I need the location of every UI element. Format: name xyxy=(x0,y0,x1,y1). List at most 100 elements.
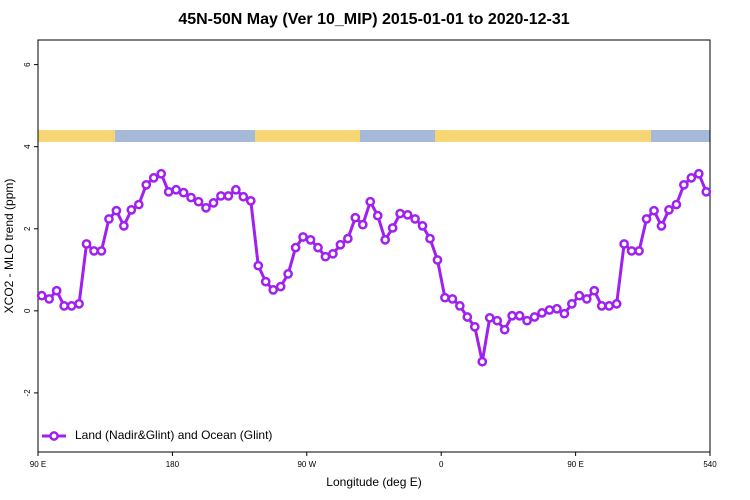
data-point xyxy=(133,199,144,210)
data-point xyxy=(380,234,391,245)
y-tick-label: 6 xyxy=(23,62,32,67)
x-tick-label: 90 E xyxy=(567,460,583,469)
land-band xyxy=(38,130,115,142)
data-point xyxy=(611,299,622,309)
data-point xyxy=(357,219,368,230)
land-ocean-strip xyxy=(38,130,710,142)
data-point xyxy=(141,180,152,190)
data-point xyxy=(619,239,629,249)
data-point xyxy=(559,308,570,319)
data-point xyxy=(119,221,129,231)
data-point xyxy=(74,299,84,309)
data-point xyxy=(679,180,689,190)
data-point xyxy=(193,196,204,207)
data-point xyxy=(440,292,450,303)
data-point xyxy=(425,233,435,244)
data-point xyxy=(201,202,211,213)
data-point xyxy=(462,312,473,322)
data-point xyxy=(544,305,555,315)
data-point xyxy=(477,356,488,367)
data-point xyxy=(268,285,279,295)
data-point xyxy=(656,221,667,231)
data-point xyxy=(387,223,398,233)
data-point xyxy=(216,191,226,201)
data-point xyxy=(81,239,92,249)
data-point xyxy=(402,209,413,220)
data-point xyxy=(604,301,615,311)
data-point xyxy=(596,301,607,311)
data-point xyxy=(36,290,47,301)
data-point xyxy=(156,168,167,179)
y-axis-label: XCO2 - MLO trend (ppm) xyxy=(2,179,16,314)
data-point xyxy=(253,260,264,271)
data-point xyxy=(567,299,577,309)
ocean-band xyxy=(360,130,435,142)
data-point xyxy=(275,281,286,292)
data-point xyxy=(350,212,361,223)
land-band xyxy=(255,130,360,142)
data-point xyxy=(574,290,585,301)
legend-marker xyxy=(49,431,59,441)
data-point xyxy=(223,191,234,201)
data-point xyxy=(343,233,353,244)
data-point xyxy=(641,214,652,224)
data-point xyxy=(44,294,55,304)
data-point xyxy=(89,246,99,256)
data-point xyxy=(529,312,540,322)
data-point xyxy=(664,205,674,215)
data-point xyxy=(693,168,704,179)
data-point xyxy=(634,246,644,256)
data-point xyxy=(455,301,465,311)
data-point xyxy=(104,214,114,224)
data-point xyxy=(290,242,301,253)
data-point xyxy=(671,199,682,210)
data-point xyxy=(283,269,293,279)
data-point xyxy=(581,294,592,304)
x-tick-label: 180 xyxy=(166,460,180,469)
data-point xyxy=(522,315,532,326)
data-point xyxy=(447,294,458,304)
data-point xyxy=(686,173,697,183)
data-point xyxy=(186,192,196,203)
data-point xyxy=(171,184,181,195)
data-point xyxy=(365,196,376,207)
y-tick-label: 0 xyxy=(23,308,32,313)
x-tick-label: 90 E xyxy=(30,460,46,469)
data-point xyxy=(126,205,137,215)
land-band xyxy=(435,130,651,142)
ocean-band xyxy=(651,130,710,142)
x-tick-label: 0 xyxy=(439,460,444,469)
data-point xyxy=(552,303,562,314)
data-point xyxy=(313,242,323,253)
data-point xyxy=(320,251,331,262)
data-point xyxy=(432,255,443,265)
ocean-band xyxy=(115,130,255,142)
data-point xyxy=(51,285,62,296)
data-point xyxy=(178,187,189,198)
data-point xyxy=(626,246,637,256)
x-axis-label: Longitude (deg E) xyxy=(326,475,421,489)
data-point xyxy=(484,312,495,323)
data-point xyxy=(410,214,420,224)
data-point xyxy=(492,315,503,326)
data-point xyxy=(245,196,256,206)
data-point xyxy=(514,310,525,321)
data-point xyxy=(649,205,659,216)
x-tick-label: 90 W xyxy=(297,460,316,469)
chart-title: 45N-50N May (Ver 10_MIP) 2015-01-01 to 2… xyxy=(178,11,569,28)
data-point xyxy=(66,301,77,311)
data-point xyxy=(417,221,428,231)
data-point xyxy=(96,246,107,256)
data-point xyxy=(305,234,316,245)
data-point xyxy=(589,285,600,296)
data-point xyxy=(335,239,346,250)
y-tick-label: -2 xyxy=(23,389,32,397)
data-point xyxy=(701,186,712,197)
data-point xyxy=(537,308,547,318)
data-point xyxy=(372,210,383,221)
data-point xyxy=(111,205,122,216)
data-point xyxy=(163,186,174,197)
data-point xyxy=(469,321,480,332)
